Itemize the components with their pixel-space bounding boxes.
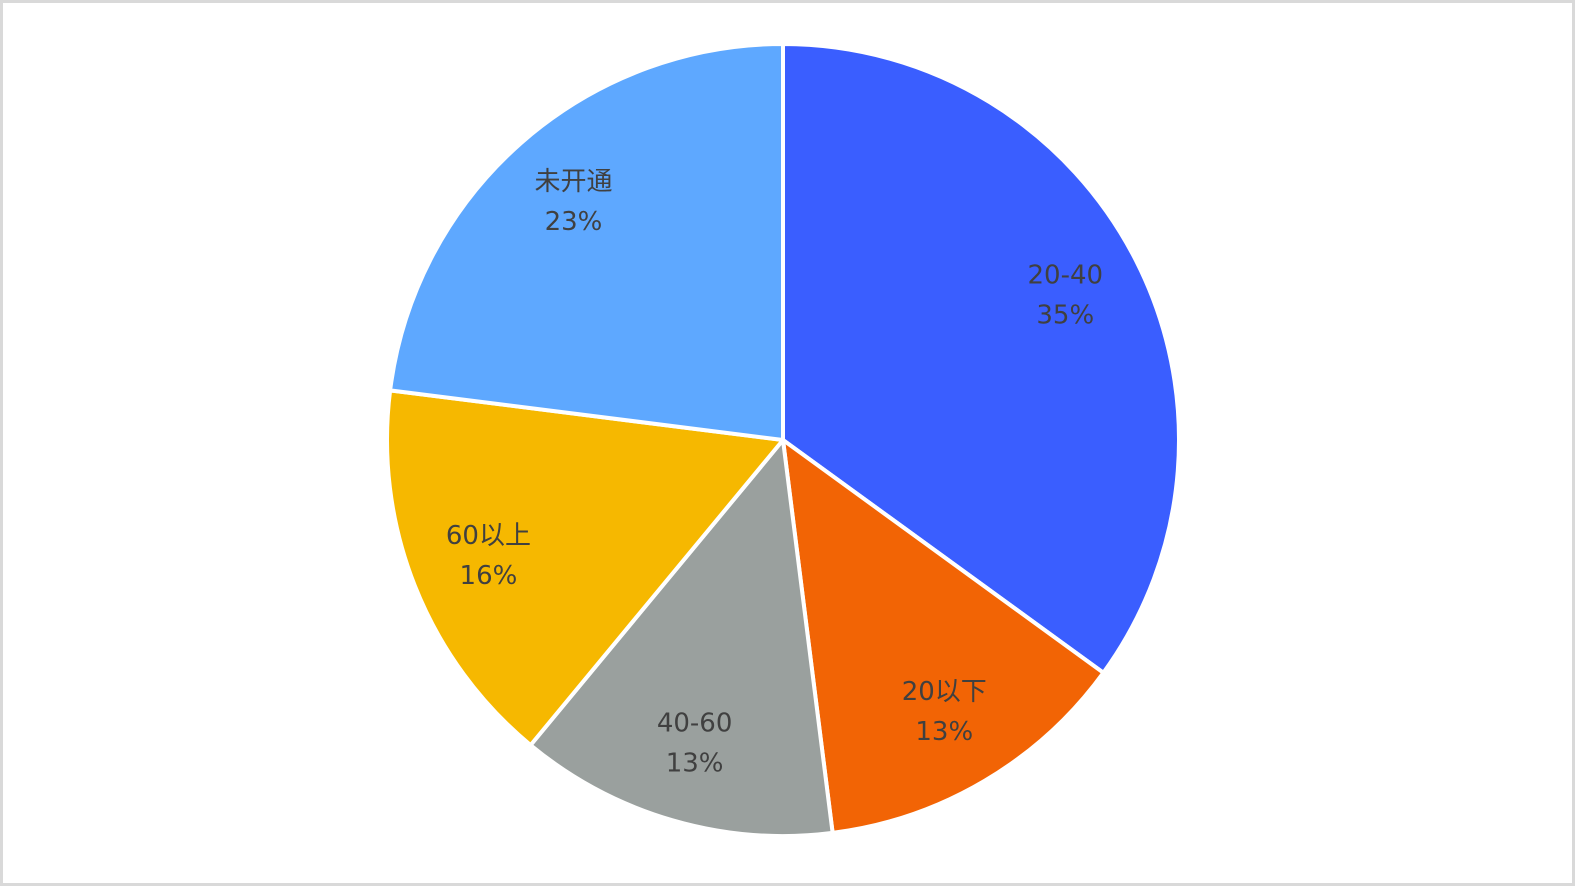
slice-value: 23% [545, 207, 603, 237]
slice-value: 13% [666, 749, 724, 779]
slice-value: 35% [1036, 301, 1094, 331]
slice-label: 20-40 [1027, 261, 1103, 291]
pie-slice [388, 42, 785, 442]
pie-slice [781, 42, 1181, 675]
slice-value: 16% [460, 561, 518, 591]
slice-value: 13% [915, 717, 973, 747]
slice-label: 未开通 [534, 167, 612, 197]
slice-label: 20以下 [902, 677, 987, 707]
pie-slice [781, 438, 1106, 835]
pie-slice [528, 438, 835, 838]
slice-label: 60以上 [446, 521, 531, 551]
slice-label: 40-60 [657, 709, 733, 739]
pie-slice [385, 388, 785, 748]
